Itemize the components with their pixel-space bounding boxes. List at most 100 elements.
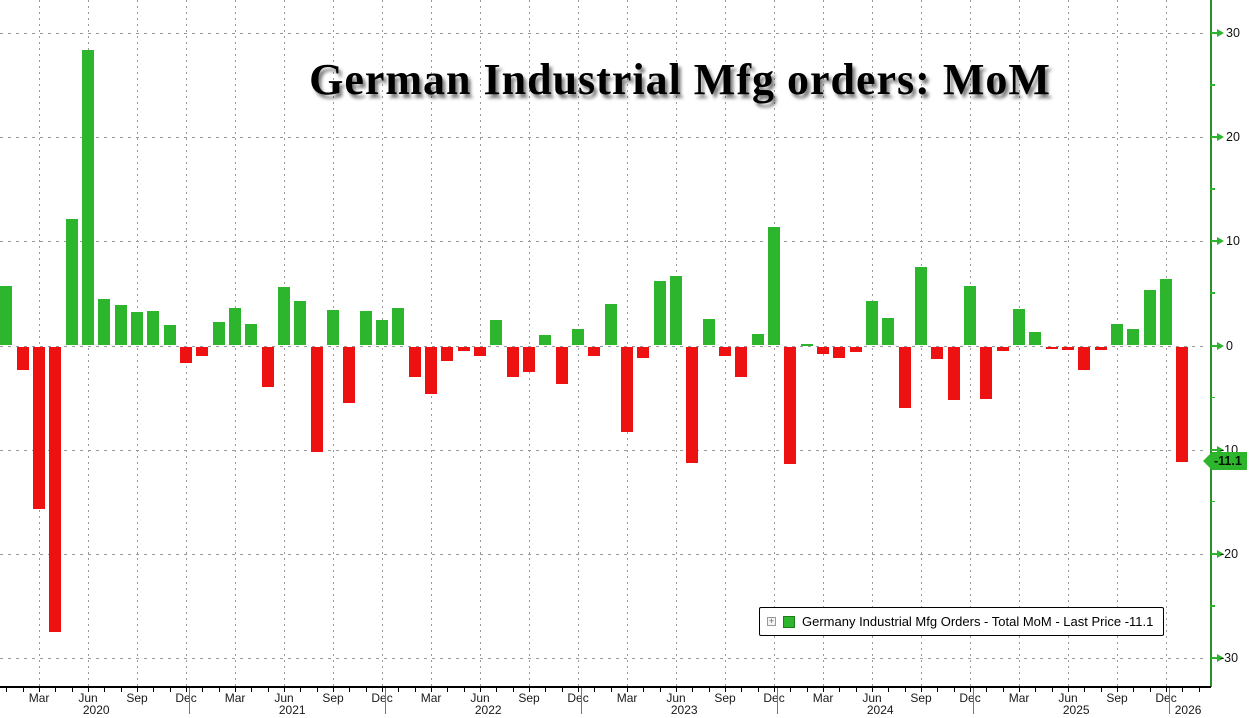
bar-2025-05 — [1045, 346, 1058, 349]
bar-2024-06 — [866, 300, 879, 346]
gridline-h-0 — [0, 345, 1204, 347]
y-tick-arrow-30 — [1211, 31, 1219, 34]
bar-2020-01 — [0, 286, 13, 346]
x-tick-2022-12 — [578, 688, 580, 692]
bar-2025-01 — [980, 346, 993, 399]
x-tick-2025-07 — [1084, 688, 1086, 692]
bar-2024-07 — [882, 318, 895, 346]
x-tick-2024-03 — [823, 688, 825, 692]
x-month-label-2023-09: Sep — [714, 691, 736, 705]
y-tick-arrowhead--30 — [1217, 654, 1224, 663]
x-tick-2025-12 — [1166, 688, 1168, 692]
bar-2020-03 — [33, 346, 46, 510]
gridline-h-10 — [0, 241, 1204, 243]
legend-box[interactable]: + Germany Industrial Mfg Orders - Total … — [759, 607, 1165, 636]
x-month-label-2025-06: Jun — [1058, 691, 1078, 705]
bar-2022-08 — [506, 346, 519, 377]
x-month-label-2020-12: Dec — [175, 691, 197, 705]
bar-2022-03 — [425, 346, 438, 395]
y-tick-arrow-0 — [1211, 344, 1219, 347]
x-tick-2023-09 — [725, 688, 727, 692]
gridline-h--30 — [0, 658, 1204, 660]
bar-2020-07 — [98, 298, 111, 346]
bar-2022-04 — [441, 346, 454, 362]
bar-2024-08 — [898, 346, 911, 408]
x-tick-2023-06 — [676, 688, 678, 692]
bar-2023-08 — [702, 319, 715, 346]
x-tick-2025-11 — [1149, 688, 1151, 692]
bar-2026-01 — [1176, 346, 1189, 463]
x-tick-2021-09 — [333, 688, 335, 692]
y-tick-arrow--30 — [1211, 657, 1219, 660]
x-tick-2022-02 — [414, 688, 416, 692]
gridline-v-2022-06 — [480, 0, 482, 686]
legend-series-swatch-icon — [783, 615, 795, 628]
x-month-label-2025-12: Dec — [1155, 691, 1177, 705]
x-tick-2022-04 — [447, 688, 449, 692]
x-tick-2022-01 — [398, 688, 400, 692]
x-tick-2023-08 — [708, 688, 710, 692]
bar-2024-02 — [800, 343, 813, 346]
x-tick-2020-03 — [39, 688, 41, 692]
bar-2025-08 — [1094, 346, 1107, 350]
x-tick-2025-02 — [1002, 688, 1004, 692]
y-minor-tick--5 — [1210, 396, 1215, 399]
bar-2022-12 — [572, 328, 585, 346]
bar-2021-12 — [376, 320, 389, 346]
x-tick-2020-07 — [104, 688, 106, 692]
gridline-v-2024-03 — [823, 0, 825, 686]
x-tick-2020-05 — [71, 688, 73, 692]
bar-2022-07 — [490, 320, 503, 346]
x-tick-2021-02 — [218, 688, 220, 692]
bar-2024-12 — [964, 286, 977, 346]
x-tick-2024-01 — [790, 688, 792, 692]
last-price-badge-value: -11.1 — [1212, 452, 1247, 471]
y-tick-arrowhead-20 — [1217, 133, 1224, 142]
bar-2023-03 — [621, 346, 634, 432]
gridline-h-20 — [0, 137, 1204, 139]
bar-2025-02 — [996, 346, 1009, 351]
x-tick-2023-12 — [774, 688, 776, 692]
x-tick-2023-07 — [692, 688, 694, 692]
x-tick-2023-02 — [610, 688, 612, 692]
x-month-label-2024-06: Jun — [862, 691, 882, 705]
x-tick-2020-06 — [88, 688, 90, 692]
x-month-label-2022-03: Mar — [420, 691, 442, 705]
bar-2024-11 — [947, 346, 960, 400]
gridline-v-2022-03 — [431, 0, 433, 686]
gridline-h--20 — [0, 553, 1204, 555]
bar-2020-04 — [49, 346, 62, 632]
bar-2021-02 — [212, 321, 225, 346]
bar-2023-04 — [637, 346, 650, 358]
bar-2020-02 — [16, 346, 29, 371]
bar-2021-03 — [229, 307, 242, 346]
bar-2025-03 — [1013, 309, 1026, 346]
year-separator-2025 — [1169, 688, 1171, 714]
bar-2024-10 — [931, 346, 944, 359]
y-tick-arrowhead--10 — [1217, 445, 1224, 454]
bar-2021-04 — [245, 323, 258, 346]
y-minor-tick-15 — [1210, 188, 1215, 190]
y-tick-label-0: 0 — [1226, 338, 1233, 353]
bar-2024-05 — [849, 346, 862, 352]
bar-2021-01 — [196, 346, 209, 356]
x-month-label-2021-03: Mar — [224, 691, 246, 705]
bar-2022-02 — [408, 346, 421, 377]
x-month-label-2022-12: Dec — [567, 691, 589, 705]
x-tick-2022-10 — [545, 688, 547, 692]
x-tick-2025-05 — [1051, 688, 1053, 692]
x-tick-2022-09 — [529, 688, 531, 692]
x-tick-2021-04 — [251, 688, 253, 692]
x-tick-2025-01 — [986, 688, 988, 692]
x-tick-2022-03 — [431, 688, 433, 692]
bar-2025-10 — [1127, 328, 1140, 346]
year-separator-2024 — [973, 688, 975, 714]
bar-2020-08 — [114, 304, 127, 346]
gridline-h-30 — [0, 32, 1204, 34]
legend-expand-icon[interactable]: + — [767, 616, 776, 626]
x-month-label-2025-03: Mar — [1008, 691, 1030, 705]
y-minor-tick-25 — [1210, 84, 1215, 86]
x-year-label-2026: 2026 — [1174, 703, 1202, 717]
x-tick-2024-06 — [872, 688, 874, 692]
bar-2023-07 — [686, 346, 699, 464]
